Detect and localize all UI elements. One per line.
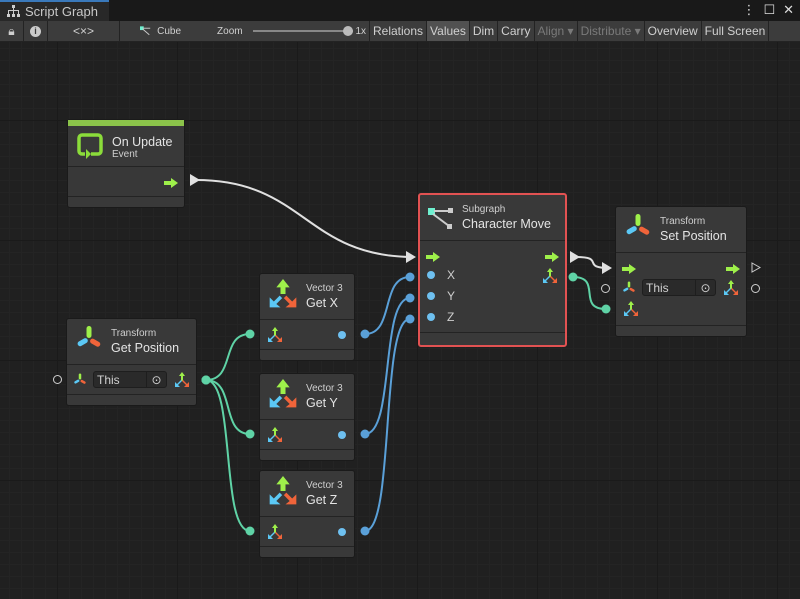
node-title: Set Position xyxy=(660,229,727,243)
target-label[interactable]: Cube xyxy=(157,25,182,37)
float-output-port[interactable] xyxy=(338,528,346,536)
input-z[interactable]: Z xyxy=(427,310,454,324)
info-icon: i xyxy=(30,25,41,37)
target-zoom-panel: Cube Zoom 1x xyxy=(120,21,370,41)
node-title: Get X xyxy=(306,296,338,310)
input-x[interactable]: X xyxy=(427,268,455,282)
update-loop-icon xyxy=(77,133,103,159)
node-category: Vector 3 xyxy=(306,383,343,394)
node-category: Transform xyxy=(660,216,706,227)
kebab-icon[interactable]: ⋮ xyxy=(742,2,756,17)
toolbar-button-carry[interactable]: Carry xyxy=(498,21,535,41)
input-label: Z xyxy=(447,310,455,324)
zoom-label: Zoom xyxy=(217,25,243,37)
transform-icon xyxy=(75,325,103,358)
node-title: Get Position xyxy=(111,341,180,355)
vector-output-icon[interactable] xyxy=(541,267,559,290)
target-field-value: This xyxy=(646,280,669,295)
vector3-icon xyxy=(268,379,298,414)
hierarchy-icon xyxy=(7,5,20,17)
float-port-icon[interactable] xyxy=(427,292,435,300)
close-icon[interactable]: ✕ xyxy=(783,2,794,17)
vector-output-icon[interactable] xyxy=(173,371,191,394)
node-on-update[interactable]: On Update Event xyxy=(67,119,185,208)
tab-bar: Script Graph ⋮ ☐ ✕ xyxy=(0,0,800,21)
target-field[interactable]: This ⊙ xyxy=(93,371,167,388)
vector-input-icon[interactable] xyxy=(266,426,284,449)
toolbar: 🔒︎ i <×> Cube Zoom 1x Relations Values Dim… xyxy=(0,21,800,42)
node-category: Vector 3 xyxy=(306,283,343,294)
vector-output-icon[interactable] xyxy=(722,279,740,302)
input-label: Y xyxy=(447,289,456,303)
vector-input-icon[interactable] xyxy=(622,300,640,323)
lock-icon: 🔒︎ xyxy=(8,23,15,38)
variables-button[interactable]: <×> xyxy=(48,21,120,41)
lock-button[interactable]: 🔒︎ xyxy=(0,21,24,41)
variables-label: <×> xyxy=(72,24,95,38)
node-subtitle: Event xyxy=(112,148,138,160)
toolbar-button-dim[interactable]: Dim xyxy=(470,21,499,41)
node-title: Character Move xyxy=(462,217,551,231)
flow-output-icon[interactable] xyxy=(164,175,178,193)
node-title: On Update xyxy=(112,134,173,149)
object-picker-icon[interactable]: ⊙ xyxy=(695,280,715,295)
node-set-position[interactable]: Transform Set Position This ⊙ xyxy=(615,206,747,337)
node-category: Vector 3 xyxy=(306,480,343,491)
toolbar-button-full-screen[interactable]: Full Screen xyxy=(702,21,770,41)
unconnected-input-port[interactable] xyxy=(53,375,62,384)
flow-output-icon[interactable] xyxy=(726,261,740,279)
vector3-icon xyxy=(268,476,298,511)
float-output-port[interactable] xyxy=(338,331,346,339)
toolbar-button-values[interactable]: Values xyxy=(427,21,470,41)
info-button[interactable]: i xyxy=(24,21,48,41)
tab-title: Script Graph xyxy=(25,4,98,19)
node-title: Get Z xyxy=(306,493,338,507)
tab-script-graph[interactable]: Script Graph xyxy=(0,0,109,21)
subgraph-icon xyxy=(140,26,151,36)
input-label: X xyxy=(447,268,456,282)
flow-input-icon[interactable] xyxy=(622,261,636,279)
target-field[interactable]: This ⊙ xyxy=(642,279,716,296)
float-port-icon[interactable] xyxy=(427,313,435,321)
node-get-z[interactable]: Vector 3 Get Z xyxy=(259,470,355,558)
unconnected-input-port[interactable] xyxy=(601,284,610,293)
object-picker-icon[interactable]: ⊙ xyxy=(146,372,166,387)
target-field-value: This xyxy=(97,372,120,387)
maximize-icon[interactable]: ☐ xyxy=(763,2,776,17)
float-port-icon[interactable] xyxy=(427,271,435,279)
transform-input-icon[interactable] xyxy=(622,281,636,300)
flow-input-icon[interactable] xyxy=(426,249,440,267)
zoom-slider-thumb[interactable] xyxy=(342,26,353,36)
transform-icon xyxy=(624,213,652,246)
toolbar-button-distribute[interactable]: Distribute ▾ xyxy=(578,21,645,41)
node-title: Get Y xyxy=(306,396,338,410)
toolbar-button-overview[interactable]: Overview xyxy=(645,21,702,41)
node-category: Subgraph xyxy=(462,204,506,215)
input-y[interactable]: Y xyxy=(427,289,455,303)
vector-input-icon[interactable] xyxy=(266,523,284,546)
node-category: Transform xyxy=(111,328,157,339)
vector3-icon xyxy=(268,279,298,314)
flow-output-port[interactable] xyxy=(751,262,761,273)
node-get-position[interactable]: Transform Get Position This ⊙ xyxy=(66,318,197,406)
flow-output-icon[interactable] xyxy=(545,249,559,267)
zoom-value: 1x xyxy=(355,25,366,37)
transform-input-icon[interactable] xyxy=(73,373,87,392)
subgraph-icon xyxy=(428,207,453,229)
float-output-port[interactable] xyxy=(338,431,346,439)
toolbar-button-align[interactable]: Align ▾ xyxy=(535,21,578,41)
zoom-slider[interactable] xyxy=(252,26,353,36)
vector-input-icon[interactable] xyxy=(266,326,284,349)
node-get-x[interactable]: Vector 3 Get X xyxy=(259,273,355,361)
toolbar-button-relations[interactable]: Relations xyxy=(370,21,428,41)
node-get-y[interactable]: Vector 3 Get Y xyxy=(259,373,355,461)
node-character-move[interactable]: Subgraph Character Move X Y Z xyxy=(418,193,567,347)
unconnected-output-port[interactable] xyxy=(751,284,760,293)
